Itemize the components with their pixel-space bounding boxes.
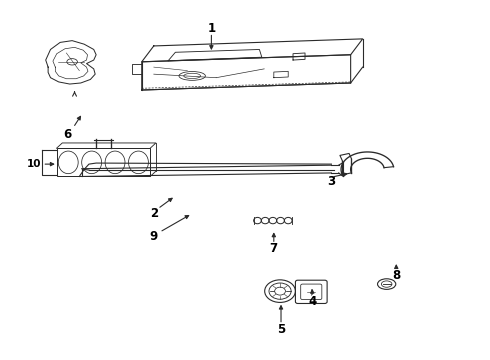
Bar: [56, 148, 150, 176]
Text: 1: 1: [207, 22, 216, 35]
Text: 10: 10: [26, 159, 41, 169]
Text: 3: 3: [327, 175, 336, 188]
Text: 8: 8: [392, 269, 400, 282]
Text: 6: 6: [63, 128, 72, 141]
Text: 5: 5: [277, 323, 285, 337]
Text: 7: 7: [270, 242, 278, 255]
Text: 4: 4: [308, 295, 317, 308]
Text: 2: 2: [150, 207, 158, 220]
Text: 9: 9: [149, 230, 158, 243]
